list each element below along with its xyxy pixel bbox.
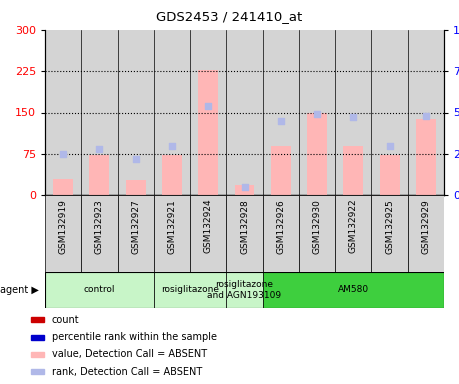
Text: GSM132919: GSM132919 xyxy=(59,199,67,254)
Bar xyxy=(118,30,154,195)
Bar xyxy=(126,180,146,195)
Bar xyxy=(299,30,335,195)
FancyBboxPatch shape xyxy=(190,195,226,272)
Text: value, Detection Call = ABSENT: value, Detection Call = ABSENT xyxy=(52,349,207,359)
Text: AM580: AM580 xyxy=(338,285,369,295)
Bar xyxy=(162,156,182,195)
Text: percentile rank within the sample: percentile rank within the sample xyxy=(52,332,217,342)
Text: rank, Detection Call = ABSENT: rank, Detection Call = ABSENT xyxy=(52,367,202,377)
FancyBboxPatch shape xyxy=(263,272,444,308)
Bar xyxy=(263,30,299,195)
Text: GSM132928: GSM132928 xyxy=(240,199,249,253)
Text: GSM132921: GSM132921 xyxy=(168,199,176,253)
Text: GSM132925: GSM132925 xyxy=(385,199,394,253)
Text: GSM132927: GSM132927 xyxy=(131,199,140,253)
Bar xyxy=(380,156,400,195)
Point xyxy=(422,113,430,119)
Bar xyxy=(343,146,363,195)
Text: rosiglitazone: rosiglitazone xyxy=(161,285,219,295)
Text: GSM132926: GSM132926 xyxy=(276,199,285,253)
Bar xyxy=(335,30,371,195)
Bar xyxy=(154,30,190,195)
Bar xyxy=(31,334,44,339)
Point xyxy=(386,142,393,149)
Text: GSM132924: GSM132924 xyxy=(204,199,213,253)
Point xyxy=(313,111,321,117)
Point xyxy=(205,103,212,109)
Bar xyxy=(81,30,118,195)
FancyBboxPatch shape xyxy=(371,195,408,272)
Point xyxy=(241,184,248,190)
Bar xyxy=(371,30,408,195)
Bar xyxy=(31,352,44,357)
Bar xyxy=(45,30,81,195)
Bar xyxy=(90,156,109,195)
Bar xyxy=(31,317,44,322)
FancyBboxPatch shape xyxy=(226,195,263,272)
Point xyxy=(277,118,285,124)
Point xyxy=(132,156,140,162)
Text: GSM132929: GSM132929 xyxy=(421,199,431,253)
FancyBboxPatch shape xyxy=(299,195,335,272)
FancyBboxPatch shape xyxy=(154,272,226,308)
Text: GSM132922: GSM132922 xyxy=(349,199,358,253)
Bar xyxy=(235,185,254,195)
Text: count: count xyxy=(52,315,79,325)
FancyBboxPatch shape xyxy=(263,195,299,272)
FancyBboxPatch shape xyxy=(335,195,371,272)
Text: GSM132923: GSM132923 xyxy=(95,199,104,253)
Bar xyxy=(226,30,263,195)
FancyBboxPatch shape xyxy=(154,195,190,272)
Point xyxy=(168,142,176,149)
Text: rosiglitazone
and AGN193109: rosiglitazone and AGN193109 xyxy=(207,280,281,300)
Text: GDS2453 / 241410_at: GDS2453 / 241410_at xyxy=(157,10,302,23)
Point xyxy=(350,114,357,121)
Bar xyxy=(190,30,226,195)
FancyBboxPatch shape xyxy=(408,195,444,272)
Bar xyxy=(198,70,218,195)
FancyBboxPatch shape xyxy=(226,272,263,308)
FancyBboxPatch shape xyxy=(45,272,154,308)
Text: control: control xyxy=(84,285,115,295)
FancyBboxPatch shape xyxy=(45,195,81,272)
Bar xyxy=(31,369,44,374)
Bar xyxy=(53,179,73,195)
Text: GSM132930: GSM132930 xyxy=(313,199,322,254)
Bar xyxy=(271,146,291,195)
FancyBboxPatch shape xyxy=(118,195,154,272)
Point xyxy=(60,151,67,157)
Text: agent ▶: agent ▶ xyxy=(0,285,39,295)
Point xyxy=(96,146,103,152)
FancyBboxPatch shape xyxy=(81,195,118,272)
Bar xyxy=(307,113,327,195)
Bar xyxy=(408,30,444,195)
Bar xyxy=(416,119,436,195)
